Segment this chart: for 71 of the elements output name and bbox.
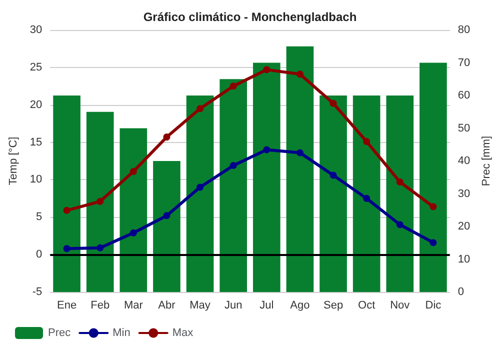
point xyxy=(430,203,437,210)
y-tick-label: 10 xyxy=(30,174,42,186)
point xyxy=(63,206,70,214)
bar xyxy=(120,128,148,292)
legend-label: Prec xyxy=(48,327,72,339)
point xyxy=(96,244,104,252)
bar xyxy=(286,46,314,292)
point xyxy=(96,198,104,205)
point xyxy=(63,245,70,252)
x-tick-label: Oct xyxy=(358,300,376,312)
y2-tick-label: 70 xyxy=(458,56,470,69)
chart-title: Gráfico climático - Monchengladbach xyxy=(143,10,357,24)
y-tick-label: 25 xyxy=(30,61,42,74)
bar xyxy=(386,96,414,292)
point xyxy=(430,239,437,246)
bar xyxy=(320,96,347,292)
x-tick-label: May xyxy=(190,300,211,312)
legend-label: Min xyxy=(112,327,130,339)
x-tick-label: Feb xyxy=(90,300,110,312)
point xyxy=(296,70,304,78)
point xyxy=(363,138,370,146)
bar xyxy=(153,161,180,292)
bar xyxy=(352,96,380,292)
x-tick-label: Jul xyxy=(260,300,274,312)
x-tick-label: Mar xyxy=(124,300,144,312)
point xyxy=(396,221,404,228)
x-tick-label: Nov xyxy=(390,300,410,312)
y-tick-label: 20 xyxy=(30,98,42,111)
y2-tick-label: 10 xyxy=(458,253,470,266)
bar xyxy=(53,96,80,292)
y-tick-label: -5 xyxy=(32,286,42,298)
point xyxy=(130,168,137,175)
x-tick-label: Abr xyxy=(158,300,176,312)
point xyxy=(163,212,170,220)
point xyxy=(230,162,237,169)
point xyxy=(196,184,204,191)
bar xyxy=(420,62,447,292)
point xyxy=(263,146,270,154)
point xyxy=(163,134,170,141)
point xyxy=(396,178,404,186)
point xyxy=(330,172,337,179)
y2-axis-title: Prec [mm] xyxy=(480,136,492,186)
point xyxy=(330,100,337,107)
bar xyxy=(186,96,214,292)
y-tick-label: 30 xyxy=(30,24,42,36)
y2-tick-label: 40 xyxy=(458,155,470,167)
x-tick-label: Ago xyxy=(290,300,310,312)
x-tick-label: Jun xyxy=(224,300,242,312)
y-axis-title: Temp [°C] xyxy=(8,136,20,186)
point xyxy=(363,194,370,202)
x-tick-label: Sep xyxy=(323,300,344,312)
y-tick-label: 15 xyxy=(30,136,42,148)
y2-tick-label: 20 xyxy=(458,220,470,232)
point xyxy=(263,66,270,74)
point xyxy=(296,149,304,156)
legend-label: Max xyxy=(172,327,194,339)
y-tick-label: 0 xyxy=(36,248,42,261)
y-tick-label: 5 xyxy=(36,211,42,224)
point xyxy=(196,105,204,112)
y2-tick-label: 50 xyxy=(458,122,470,134)
bar xyxy=(253,62,280,292)
bar xyxy=(220,79,247,292)
point xyxy=(130,229,137,236)
y2-tick-label: 0 xyxy=(458,286,464,298)
y2-tick-label: 30 xyxy=(458,188,470,200)
x-tick-label: Dic xyxy=(425,300,442,312)
point xyxy=(230,82,237,90)
x-tick-label: Ene xyxy=(57,300,77,312)
bar xyxy=(86,112,114,292)
y2-tick-label: 80 xyxy=(458,24,470,36)
y2-tick-label: 60 xyxy=(458,90,470,102)
